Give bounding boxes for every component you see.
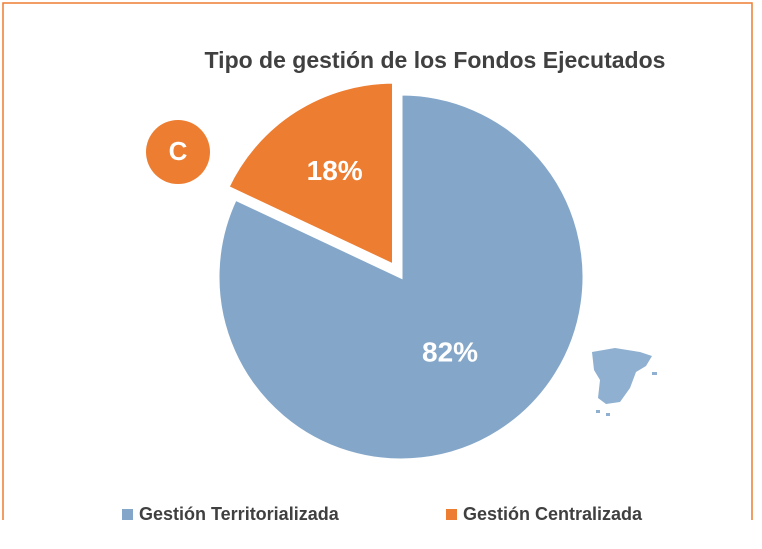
value-label: 82% [422, 337, 478, 368]
map-icon [592, 348, 657, 416]
legend-label: Gestión Centralizada [463, 504, 643, 524]
badge-label: C [169, 136, 188, 166]
pie-slice [216, 92, 586, 462]
pie-slice [225, 80, 395, 268]
frame [2, 2, 753, 520]
legend-swatch [122, 509, 133, 520]
badge [146, 120, 210, 184]
chart-title: Tipo de gestión de los Fondos Ejecutados [205, 47, 666, 73]
legend-swatch [446, 509, 457, 520]
value-label: 18% [307, 155, 363, 186]
legend-label: Gestión Territorializada [139, 504, 340, 524]
